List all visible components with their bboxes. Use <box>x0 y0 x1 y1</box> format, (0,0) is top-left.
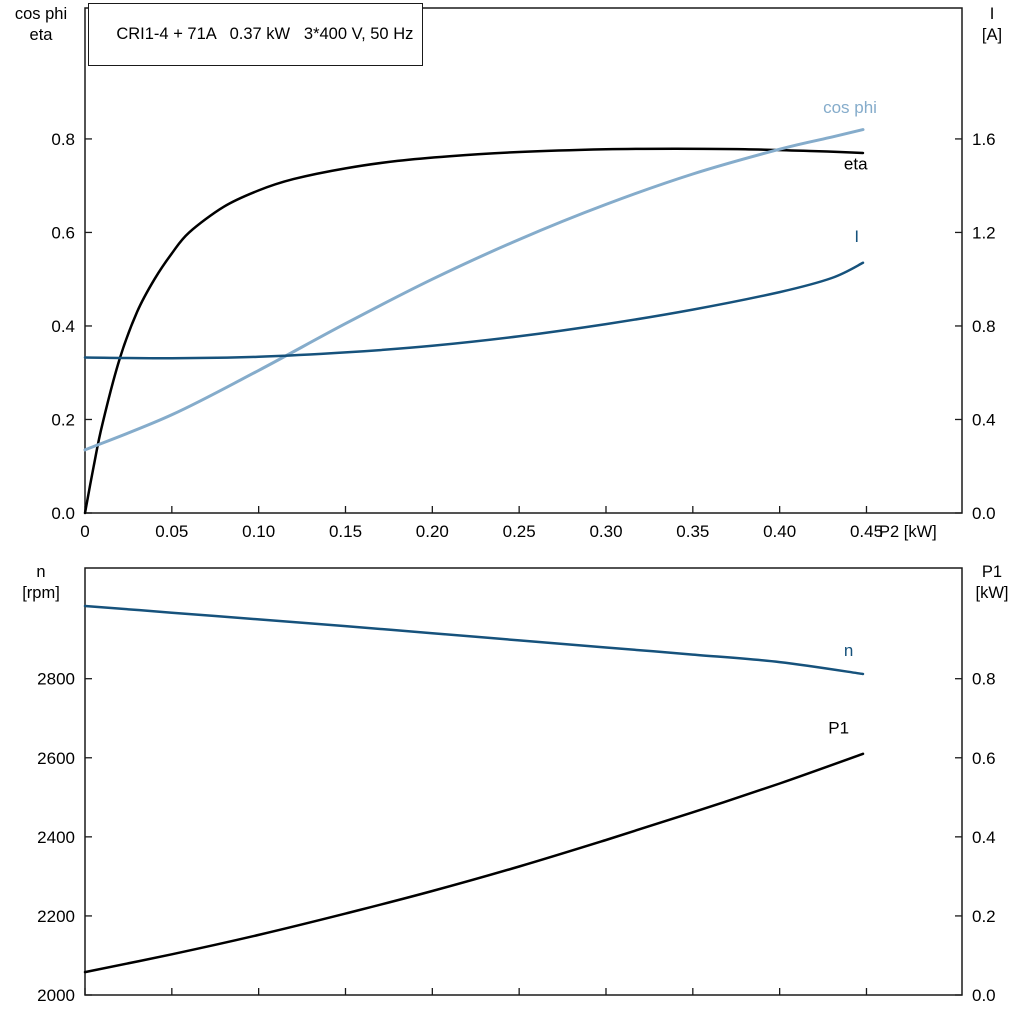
x-axis-label: P2 [kW] <box>879 523 937 541</box>
y-right-tick-label: 0.0 <box>972 986 996 1005</box>
axis-header-current-unit: [A] <box>981 26 1003 44</box>
x-tick-label: 0.30 <box>589 522 622 541</box>
curve-n <box>83 604 865 676</box>
y-left-tick-label: 0.4 <box>51 317 75 336</box>
y-right-tick-label: 0.0 <box>972 504 996 523</box>
curve-label-eta: eta <box>844 154 868 173</box>
axis-header-eta: eta <box>29 26 53 44</box>
curve-label-I: I <box>854 227 859 246</box>
curve-label-cos_phi: cos phi <box>823 98 877 117</box>
x-tick-label: 0 <box>80 522 89 541</box>
y-right-tick-label: 1.6 <box>972 130 996 149</box>
axis-header-cos-phi: cos phi <box>14 5 68 23</box>
bottom-left-axis-header: n [rpm] <box>0 562 82 604</box>
top-left-axis-header: cos phi eta <box>0 4 82 46</box>
axis-header-current: I <box>989 5 995 23</box>
y-left-tick-label: 0.8 <box>51 130 75 149</box>
curve-eta <box>83 147 865 515</box>
bottom-right-axis-header: P1 [kW] <box>962 562 1022 604</box>
y-right-tick-label: 0.8 <box>972 670 996 689</box>
x-tick-label: 0.10 <box>242 522 275 541</box>
axis-header-speed-unit: [rpm] <box>22 584 60 602</box>
y-right-tick-label: 1.2 <box>972 223 996 242</box>
y-left-tick-label: 0.2 <box>51 410 75 429</box>
y-left-tick-label: 2200 <box>37 907 75 926</box>
x-tick-label: 0.25 <box>503 522 536 541</box>
y-left-tick-label: 2600 <box>37 749 75 768</box>
y-left-tick-label: 2800 <box>37 670 75 689</box>
x-tick-label: 0.40 <box>763 522 796 541</box>
y-left-tick-label: 2000 <box>37 986 75 1005</box>
chart-title: CRI1-4 + 71A 0.37 kW 3*400 V, 50 Hz <box>116 25 414 43</box>
plot-border-1 <box>84 567 963 996</box>
x-tick-label: 0.35 <box>676 522 709 541</box>
curve-cos_phi <box>83 128 865 452</box>
y-right-tick-label: 0.4 <box>972 410 996 429</box>
x-tick-label: 0.45 <box>850 522 883 541</box>
x-tick-label: 0.15 <box>329 522 362 541</box>
chart-title-box: CRI1-4 + 71A 0.37 kW 3*400 V, 50 Hz <box>88 3 424 66</box>
y-right-tick-label: 0.8 <box>972 317 996 336</box>
y-right-tick-label: 0.2 <box>972 907 996 926</box>
top-right-axis-header: I [A] <box>962 4 1022 46</box>
y-left-tick-label: 2400 <box>37 828 75 847</box>
axis-header-p1: P1 <box>981 563 1003 581</box>
curve-I <box>83 261 865 360</box>
curve-label-n: n <box>844 641 853 660</box>
y-right-tick-label: 0.6 <box>972 749 996 768</box>
plot-border-0 <box>84 7 963 514</box>
y-right-tick-label: 0.4 <box>972 828 996 847</box>
y-left-tick-label: 0.0 <box>51 504 75 523</box>
axis-header-speed: n <box>36 563 46 581</box>
x-tick-label: 0.05 <box>155 522 188 541</box>
axis-header-p1-unit: [kW] <box>975 584 1009 602</box>
curve-P1 <box>83 752 865 974</box>
x-tick-label: 0.20 <box>416 522 449 541</box>
y-left-tick-label: 0.6 <box>51 223 75 242</box>
curve-label-P1: P1 <box>828 718 849 737</box>
